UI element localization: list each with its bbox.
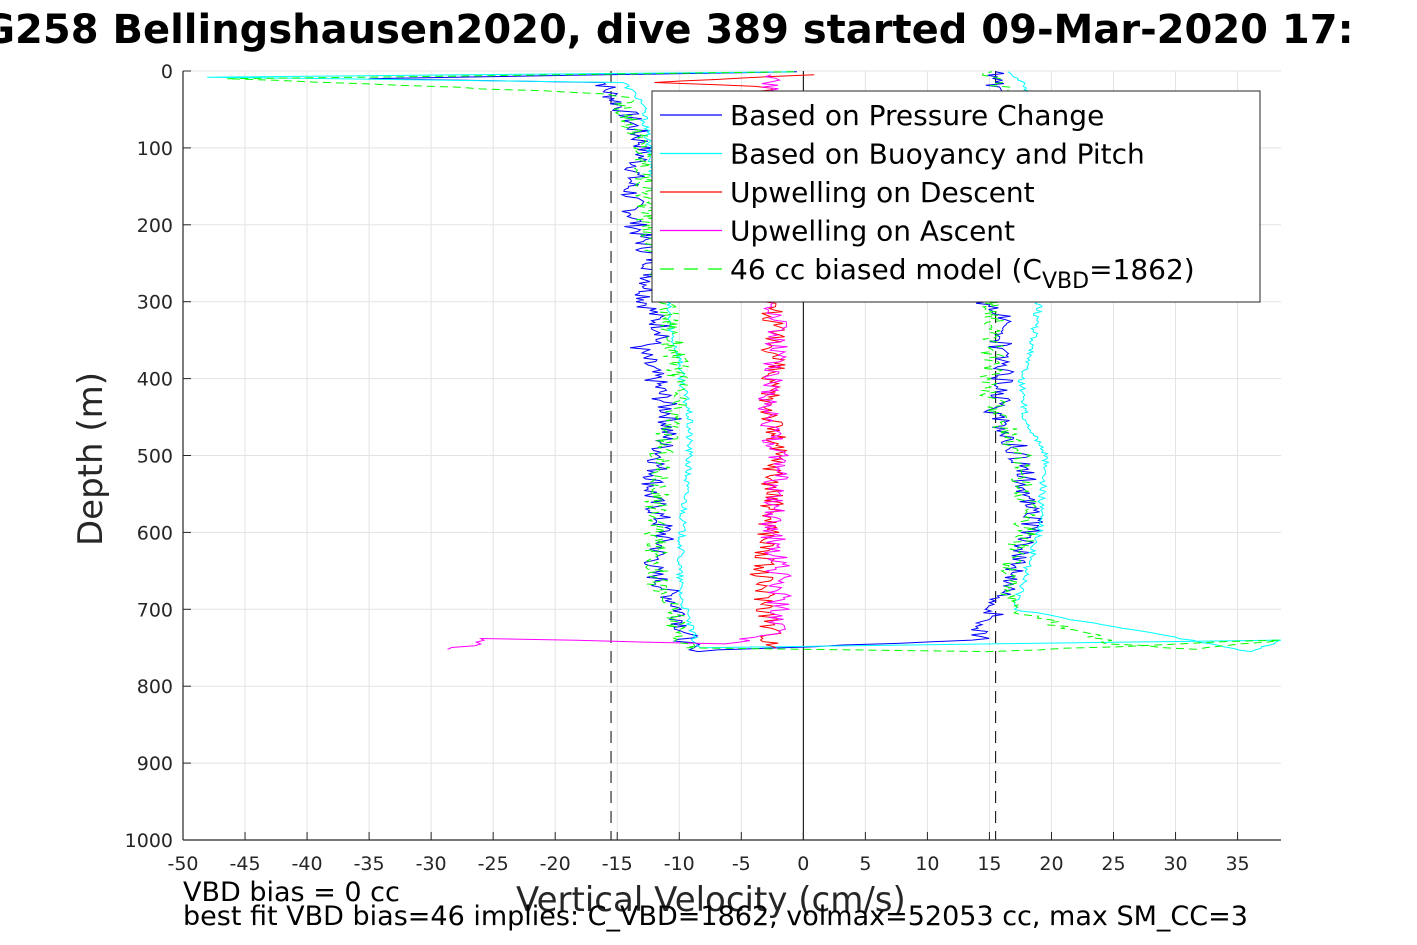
x-tick-label: -25 — [478, 853, 509, 875]
footer-fit-text: best fit VBD bias=46 implies: C_VBD=1862… — [183, 901, 1248, 932]
y-axis-label: Depth (m) — [71, 371, 111, 547]
y-tick-label: 400 — [137, 369, 173, 391]
x-axis-label: Vertical Velocity (cm/s) — [516, 880, 906, 920]
x-tick-label: 5 — [859, 853, 871, 875]
chart-title: SG258 Bellingshausen2020, dive 389 start… — [0, 7, 1354, 53]
x-tick-label: -30 — [416, 853, 447, 875]
legend-box — [651, 90, 1261, 303]
x-tick-label: -5 — [732, 853, 751, 875]
legend-label: Based on Pressure Change — [730, 99, 1104, 132]
y-tick-label: 100 — [137, 138, 173, 160]
x-tick-label: -15 — [602, 853, 633, 875]
x-tick-label: 30 — [1163, 853, 1187, 875]
x-tick-label: -45 — [230, 853, 261, 875]
legend: Based on Pressure Change Based on Buoyanc… — [651, 90, 1261, 303]
y-tick-label: 500 — [137, 446, 173, 468]
x-tick-label: -50 — [167, 853, 198, 875]
x-tick-label: 10 — [915, 853, 939, 875]
y-tick-label: 800 — [137, 676, 173, 698]
y-tick-label: 900 — [137, 753, 173, 775]
x-tick-label: 15 — [977, 853, 1001, 875]
legend-label: 46 cc biased model (CVBD=1862) — [730, 253, 1195, 294]
legend-label: Upwelling on Descent — [730, 176, 1035, 209]
x-tick-label: -40 — [292, 853, 323, 875]
legend-label: Upwelling on Ascent — [730, 215, 1015, 248]
x-tick-label: 25 — [1101, 853, 1125, 875]
x-tick-label: 35 — [1225, 853, 1249, 875]
x-tick-label: 0 — [797, 853, 809, 875]
x-tick-label: 20 — [1039, 853, 1063, 875]
x-tick-label: -20 — [540, 853, 571, 875]
x-tick-label: -35 — [354, 853, 385, 875]
y-tick-label: 200 — [137, 215, 173, 237]
axes: -50 -45 -40 -35 -30 -25 -20 -15 -10 -5 0 5 10 15 20 25 3… — [125, 61, 1281, 875]
y-tick-label: 700 — [137, 599, 173, 621]
footer-bias-text: VBD bias = 0 cc — [183, 877, 400, 908]
y-tick-label: 1000 — [125, 830, 173, 852]
legend-label: Based on Buoyancy and Pitch — [730, 138, 1145, 171]
y-tick-label: 0 — [161, 61, 173, 83]
x-tick-label: -10 — [664, 853, 695, 875]
y-tick-label: 600 — [137, 522, 173, 544]
y-tick-label: 300 — [137, 292, 173, 314]
